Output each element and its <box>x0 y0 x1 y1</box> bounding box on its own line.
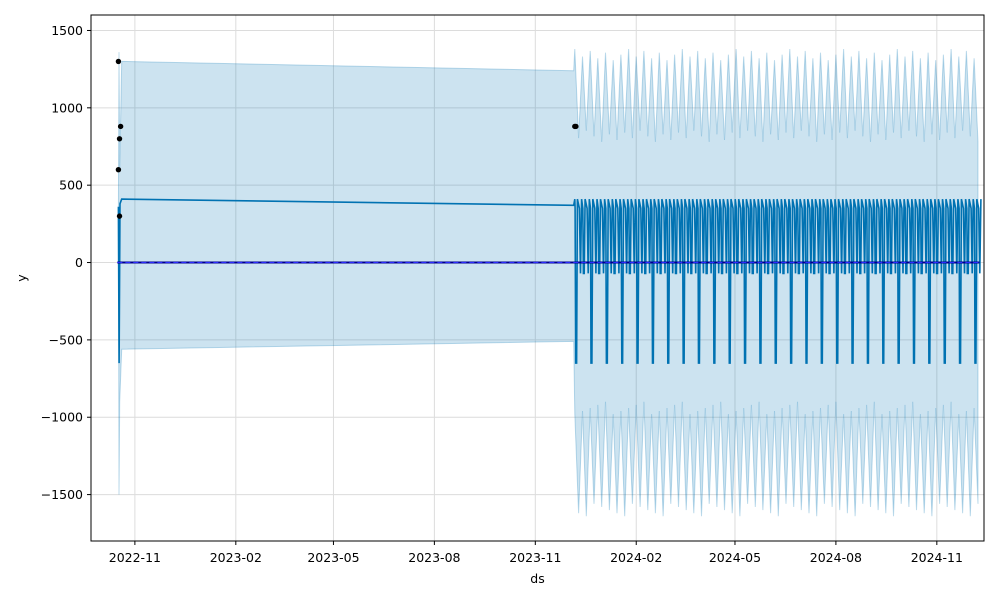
y-tick-label: −1000 <box>41 410 83 425</box>
observed-point <box>116 136 123 142</box>
x-tick-label: 2023-08 <box>408 550 460 565</box>
x-tick-label: 2024-08 <box>810 550 862 565</box>
y-tick-label: 1500 <box>51 23 83 38</box>
uncertainty-band-area <box>117 48 979 517</box>
y-tick-label: 1000 <box>51 100 83 115</box>
observed-point <box>115 167 122 173</box>
observed-point <box>117 123 124 130</box>
x-tick-label: 2022-11 <box>109 550 161 565</box>
y-tick-label: 500 <box>59 178 83 193</box>
forecast-line <box>117 198 982 364</box>
observed-points <box>115 58 579 219</box>
forecast-line-path <box>117 198 982 364</box>
plot-frame <box>90 14 985 542</box>
x-tick-label: 2023-02 <box>210 550 262 565</box>
y-axis-ticks: 1500 1000 500 0 −500 −1000 −1500 <box>41 23 91 502</box>
observed-point <box>116 213 123 219</box>
x-tick-label: 2024-05 <box>709 550 761 565</box>
x-tick-label: 2023-11 <box>509 550 561 565</box>
y-tick-label: 0 <box>75 255 83 270</box>
observed-point <box>573 123 579 130</box>
x-tick-label: 2024-11 <box>911 550 963 565</box>
observed-point <box>115 58 122 65</box>
y-axis-label: y <box>14 274 29 282</box>
x-tick-label: 2024-02 <box>610 550 662 565</box>
x-axis-label: ds <box>530 571 544 586</box>
y-tick-label: −500 <box>49 332 83 347</box>
y-tick-label: −1500 <box>41 487 83 502</box>
x-axis-ticks: 2022-11 2023-02 2023-05 2023-08 2023-11 2024-… <box>109 541 963 565</box>
x-tick-label: 2023-05 <box>307 550 359 565</box>
uncertainty-band <box>117 48 979 517</box>
